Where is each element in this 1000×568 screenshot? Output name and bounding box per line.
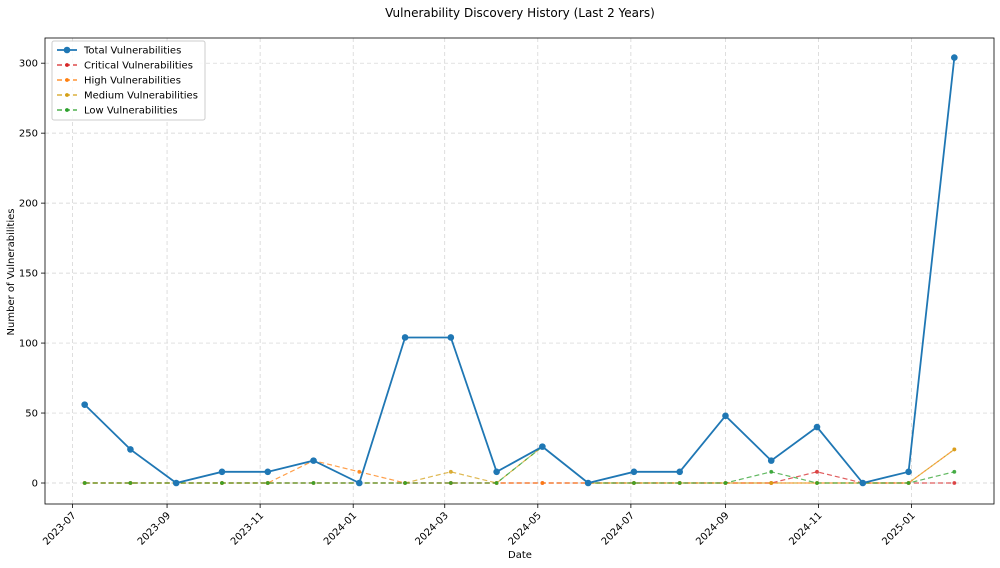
- data-point: [952, 469, 957, 474]
- data-point: [906, 481, 911, 485]
- data-point: [539, 443, 546, 450]
- x-tick-label: 2025-01: [880, 510, 917, 547]
- legend-marker: [65, 63, 69, 67]
- legend-marker: [65, 93, 69, 97]
- data-point: [584, 479, 592, 487]
- series-layer: [81, 54, 958, 487]
- legend-item: Total Vulnerabilities: [57, 46, 181, 57]
- legend-marker: [63, 46, 71, 54]
- y-tick-label: 150: [19, 269, 38, 280]
- x-tick-label: 2024-11: [787, 510, 824, 547]
- data-point: [264, 468, 272, 476]
- data-point: [494, 481, 499, 485]
- x-axis-title: Date: [508, 550, 532, 561]
- data-point: [540, 481, 545, 485]
- legend-item: High Vulnerabilities: [57, 76, 181, 87]
- data-point: [447, 334, 455, 341]
- legend-marker: [65, 78, 69, 82]
- series-total-vulnerabilities: [81, 54, 958, 487]
- data-point: [220, 481, 224, 485]
- data-point: [722, 412, 729, 420]
- data-point: [769, 469, 774, 474]
- legend-label: Total Vulnerabilities: [83, 46, 181, 57]
- legend-box: [51, 40, 206, 121]
- data-point: [905, 468, 912, 476]
- y-axis-title: Number of Vulnerabilities: [6, 209, 17, 336]
- y-tick-label: 50: [25, 409, 38, 420]
- data-point: [676, 468, 684, 476]
- data-point: [403, 481, 407, 485]
- data-point: [952, 481, 957, 485]
- data-point: [815, 481, 819, 485]
- data-point: [128, 481, 133, 485]
- x-tick-label: 2024-07: [600, 510, 637, 547]
- data-point: [723, 481, 728, 485]
- x-tick-label: 2023-09: [136, 510, 173, 547]
- data-point: [355, 479, 363, 487]
- data-point: [813, 423, 821, 431]
- data-point: [952, 447, 957, 452]
- data-point: [218, 468, 226, 476]
- legend-item: Critical Vulnerabilities: [57, 61, 193, 72]
- data-point: [311, 481, 316, 485]
- series-line: [84, 57, 956, 485]
- legend-label: Low Vulnerabilities: [84, 106, 178, 117]
- data-point: [81, 401, 88, 408]
- legend: Total Vulnerabilities Critical Vulnerabil…: [51, 40, 206, 121]
- legend-item: Medium Vulnerabilities: [57, 91, 198, 102]
- data-point: [630, 468, 638, 476]
- data-point: [265, 481, 270, 485]
- plot-frame: [44, 37, 995, 505]
- series-high-vulnerabilities: [82, 447, 957, 485]
- y-tick-label: 200: [19, 199, 38, 210]
- data-point: [815, 469, 819, 474]
- data-point: [859, 479, 867, 487]
- y-tick-label: 250: [19, 129, 38, 140]
- x-tick-label: 2023-11: [229, 510, 266, 547]
- data-point: [677, 481, 682, 485]
- legend-label: High Vulnerabilities: [84, 76, 181, 87]
- x-tick-label: 2023-07: [41, 510, 78, 547]
- x-tick-label: 2024-05: [507, 510, 544, 547]
- legend-label: Medium Vulnerabilities: [84, 91, 198, 102]
- data-point: [448, 469, 453, 474]
- series-line: [84, 445, 955, 484]
- series-line: [84, 448, 955, 484]
- data-point: [82, 481, 87, 485]
- data-point: [632, 481, 636, 485]
- legend-item: Low Vulnerabilities: [57, 106, 178, 117]
- y-tick-label: 300: [19, 59, 38, 70]
- data-point: [448, 481, 453, 485]
- data-point: [769, 481, 774, 485]
- y-tick-label: 100: [19, 339, 38, 350]
- data-point: [493, 468, 500, 476]
- x-tick-label: 2024-09: [694, 510, 731, 547]
- data-point: [401, 334, 409, 341]
- data-point: [767, 457, 775, 464]
- x-tick-label: 2024-01: [322, 510, 359, 547]
- chart-title: Vulnerability Discovery History (Last 2 …: [385, 6, 655, 20]
- data-point: [951, 54, 958, 61]
- series-low-vulnerabilities: [82, 444, 957, 485]
- x-tick-label: 2024-03: [414, 510, 451, 547]
- data-point: [127, 446, 134, 453]
- data-point: [357, 469, 362, 474]
- data-point: [310, 457, 317, 464]
- legend-label: Critical Vulnerabilities: [84, 61, 193, 72]
- y-tick-label: 0: [32, 479, 38, 490]
- legend-marker: [65, 108, 69, 112]
- data-point: [172, 479, 180, 487]
